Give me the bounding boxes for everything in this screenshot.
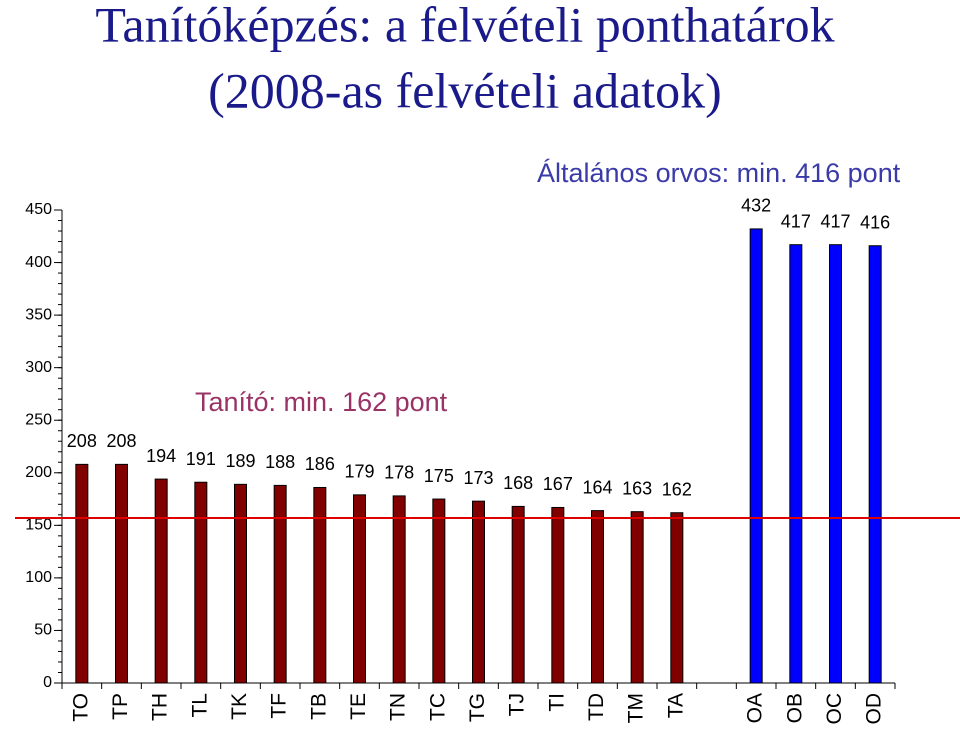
x-tick-label: TL: [188, 693, 211, 718]
x-tick-label: TJ: [506, 693, 529, 716]
bar: [115, 463, 128, 684]
bar: [511, 505, 525, 684]
bar: [353, 494, 366, 684]
data-label: 208: [106, 431, 136, 451]
data-label: 173: [463, 468, 493, 488]
bar: [749, 228, 763, 684]
data-label: 162: [662, 479, 692, 499]
data-label: 186: [305, 454, 335, 474]
bar: [591, 510, 604, 684]
annotation: Általános orvos: min. 416 pont: [537, 158, 901, 188]
chart-title: (2008-as felvételi adatok): [208, 62, 722, 118]
bar: [154, 478, 168, 684]
data-label: 189: [225, 451, 255, 471]
x-tick-label: TI: [545, 693, 568, 712]
bar: [273, 484, 287, 684]
bar: [234, 483, 247, 684]
data-label: 416: [860, 212, 890, 232]
y-tick-label: 250: [25, 411, 52, 428]
data-label: 163: [622, 478, 652, 498]
y-tick-label: 400: [25, 254, 52, 271]
bar: [75, 463, 89, 684]
x-tick-label: TB: [307, 693, 330, 720]
y-tick-label: 100: [25, 569, 52, 586]
bar: [392, 495, 406, 684]
x-tick-label: OB: [783, 693, 806, 723]
x-tick-label: TN: [387, 693, 410, 721]
bar: [313, 486, 327, 684]
data-label: 179: [344, 462, 374, 482]
bar: [670, 512, 684, 684]
y-tick-label: 150: [25, 517, 52, 534]
bar: [194, 481, 208, 684]
bar: [472, 500, 485, 684]
x-tick-label: TA: [664, 693, 687, 718]
data-label: 432: [741, 196, 771, 216]
bar: [789, 244, 803, 684]
data-label: 167: [543, 474, 573, 494]
bar: [868, 245, 882, 684]
data-label: 417: [781, 211, 811, 231]
data-label: 175: [424, 466, 454, 486]
x-tick-label: TO: [69, 693, 92, 722]
x-tick-label: OC: [823, 693, 846, 725]
data-label: 168: [503, 473, 533, 493]
x-tick-label: TM: [625, 693, 648, 723]
x-tick-label: TG: [466, 693, 489, 722]
y-tick-label: 350: [25, 306, 52, 323]
x-tick-label: TC: [426, 693, 449, 721]
x-tick-label: TP: [109, 693, 132, 720]
chart-title: Tanítóképzés: a felvételi ponthatárok: [95, 0, 834, 52]
y-tick-label: 50: [34, 622, 52, 639]
bar: [551, 506, 565, 684]
bar: [432, 498, 446, 684]
y-tick-label: 450: [25, 201, 52, 218]
x-tick-label: TH: [149, 693, 172, 721]
y-tick-label: 300: [25, 359, 52, 376]
x-tick-label: TF: [268, 693, 291, 719]
y-tick-label: 200: [25, 464, 52, 481]
annotation: Tanító: min. 162 pont: [195, 387, 448, 417]
x-tick-label: TK: [228, 693, 251, 720]
data-label: 178: [384, 463, 414, 483]
data-label: 188: [265, 452, 295, 472]
bar: [829, 244, 842, 684]
data-label: 208: [67, 431, 97, 451]
data-label: 164: [582, 477, 612, 497]
data-label: 417: [820, 211, 850, 231]
x-tick-label: TD: [585, 693, 608, 721]
data-label: 191: [186, 449, 216, 469]
data-label: 194: [146, 446, 176, 466]
bar: [630, 511, 644, 684]
x-tick-label: OD: [863, 693, 886, 725]
x-tick-label: TE: [347, 693, 370, 720]
x-tick-label: OA: [744, 693, 767, 723]
y-tick-label: 0: [43, 674, 52, 691]
